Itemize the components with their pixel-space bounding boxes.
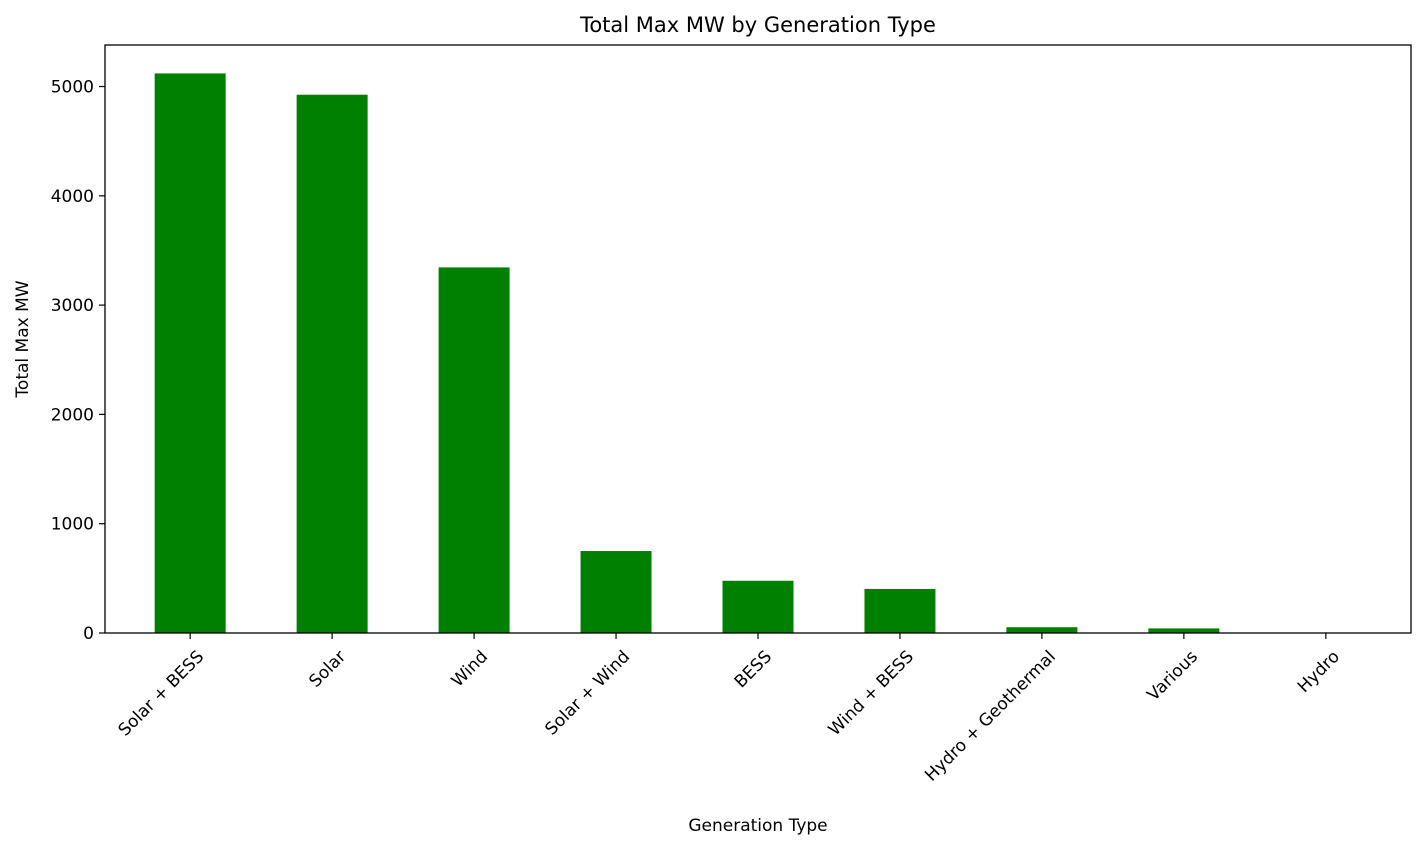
y-tick-label: 0 xyxy=(83,624,94,644)
y-tick-label: 5000 xyxy=(51,78,94,98)
y-tick-label: 3000 xyxy=(51,296,94,316)
bar-solar xyxy=(297,95,368,633)
y-tick-label: 4000 xyxy=(51,187,94,207)
bar-bess xyxy=(723,581,794,633)
y-tick-label: 2000 xyxy=(51,405,94,425)
bar-various xyxy=(1148,628,1219,633)
y-axis-label: Total Max MW xyxy=(13,280,33,398)
x-axis-label: Generation Type xyxy=(688,816,827,836)
bar-wind-bess xyxy=(864,589,935,633)
bar-hydro-geothermal xyxy=(1006,627,1077,633)
chart-title: Total Max MW by Generation Type xyxy=(579,13,936,37)
y-tick-label: 1000 xyxy=(51,515,94,535)
bar-solar-bess xyxy=(155,73,226,633)
bar-wind xyxy=(439,267,510,633)
bar-solar-wind xyxy=(581,551,652,633)
